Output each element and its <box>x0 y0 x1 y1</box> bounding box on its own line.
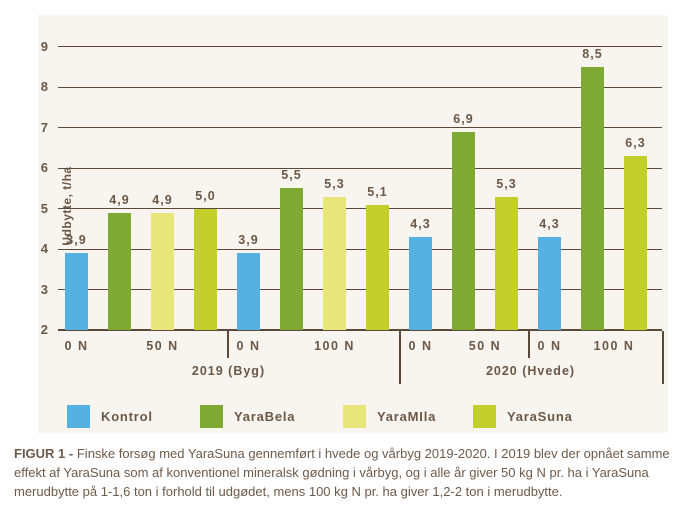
y-tick-label: 5 <box>40 200 48 216</box>
bar-yarabela <box>452 131 475 330</box>
bar-yarabela <box>581 67 604 330</box>
bar-yarasuna <box>495 196 518 330</box>
x-axis-subgroup-label: 100 N <box>314 339 355 353</box>
gridline <box>58 46 662 48</box>
bar-value-label: 3,9 <box>238 233 259 248</box>
gridline <box>58 248 662 250</box>
figure-caption-text-1: Finske forsøg med YaraSuna gennemført i … <box>14 446 670 480</box>
bar-value-label: 6,9 <box>453 111 474 126</box>
bar-kontrol <box>409 237 432 330</box>
bar-value-label: 8,5 <box>582 47 603 62</box>
figure-caption-label: FIGUR 1 - <box>14 446 74 461</box>
x-axis-subgroup-label: 0 N <box>236 339 261 353</box>
bar-yaramila <box>323 196 346 330</box>
x-axis-line <box>58 329 662 331</box>
bar-value-label: 3,9 <box>66 233 87 248</box>
x-axis-subgroup-label: 50 N <box>468 339 502 353</box>
bar-yarasuna <box>194 208 217 330</box>
bar-value-label: 4,3 <box>410 217 431 231</box>
subgroup-divider <box>227 331 229 358</box>
figure-caption-text-2: YaraSuna som af konventionel mineralsk g… <box>14 465 649 499</box>
x-axis-group-label: 2020 (Hvede) <box>485 364 576 378</box>
bar-value-label: 6,3 <box>625 136 646 151</box>
x-axis-subgroup-label: 0 N <box>408 339 433 353</box>
legend-swatch <box>473 405 496 428</box>
chart-panel: Udbytte, t/ha <box>38 15 668 433</box>
x-axis-group-label: 2019 (Byg) <box>191 364 266 378</box>
x-axis-subgroup-label: 0 N <box>537 339 562 353</box>
legend-label: YaraMIla <box>377 409 437 424</box>
bar-kontrol <box>237 253 260 330</box>
y-tick-label: 7 <box>40 119 48 135</box>
gridline <box>58 289 662 291</box>
x-axis-subgroup-label: 0 N <box>64 339 89 353</box>
subgroup-divider <box>528 331 530 358</box>
legend-swatch <box>67 405 90 428</box>
legend-label: Kontrol <box>101 409 153 424</box>
legend-swatch <box>200 405 223 428</box>
legend-label: YaraBela <box>234 409 296 424</box>
y-tick-label: 9 <box>40 38 48 54</box>
legend-swatch <box>343 405 366 428</box>
bar-kontrol <box>538 237 561 330</box>
bar-kontrol <box>65 253 88 330</box>
bar-value-label: 5,5 <box>281 168 302 183</box>
x-axis-subgroup-label: 100 N <box>593 339 635 353</box>
bar-value-label: 4,9 <box>152 192 173 207</box>
bar-yaramila <box>151 212 174 330</box>
gridline <box>58 127 662 129</box>
bar-yarabela <box>108 212 131 330</box>
bar-value-label: 5,0 <box>195 188 216 203</box>
bar-value-label: 5,1 <box>367 184 388 199</box>
bar-value-label: 5,3 <box>496 176 517 191</box>
bar-yarasuna <box>366 204 389 330</box>
bar-value-label: 4,9 <box>109 192 130 207</box>
figure-caption: FIGUR 1 - Finske forsøg med YaraSuna gen… <box>14 444 672 501</box>
bar-yarabela <box>280 188 303 330</box>
bar-value-label: 5,3 <box>324 176 345 191</box>
figure-caption-text-3: i forhold til udgødet, mens 100 kg N pr.… <box>155 484 563 499</box>
gridline <box>58 167 662 169</box>
y-tick-label: 2 <box>40 322 48 337</box>
bar-value-label: 4,3 <box>539 217 560 231</box>
legend-label: YaraSuna <box>507 409 573 424</box>
y-tick-label: 6 <box>40 160 48 176</box>
gridline <box>58 86 662 88</box>
bar-yarasuna <box>624 156 647 330</box>
group-divider <box>662 331 664 384</box>
x-axis-subgroup-label: 50 N <box>146 339 179 353</box>
y-tick-label: 3 <box>40 281 48 297</box>
gridline <box>58 208 662 210</box>
y-tick-label: 4 <box>40 241 48 257</box>
group-divider <box>399 331 401 384</box>
y-tick-label: 8 <box>40 79 48 95</box>
